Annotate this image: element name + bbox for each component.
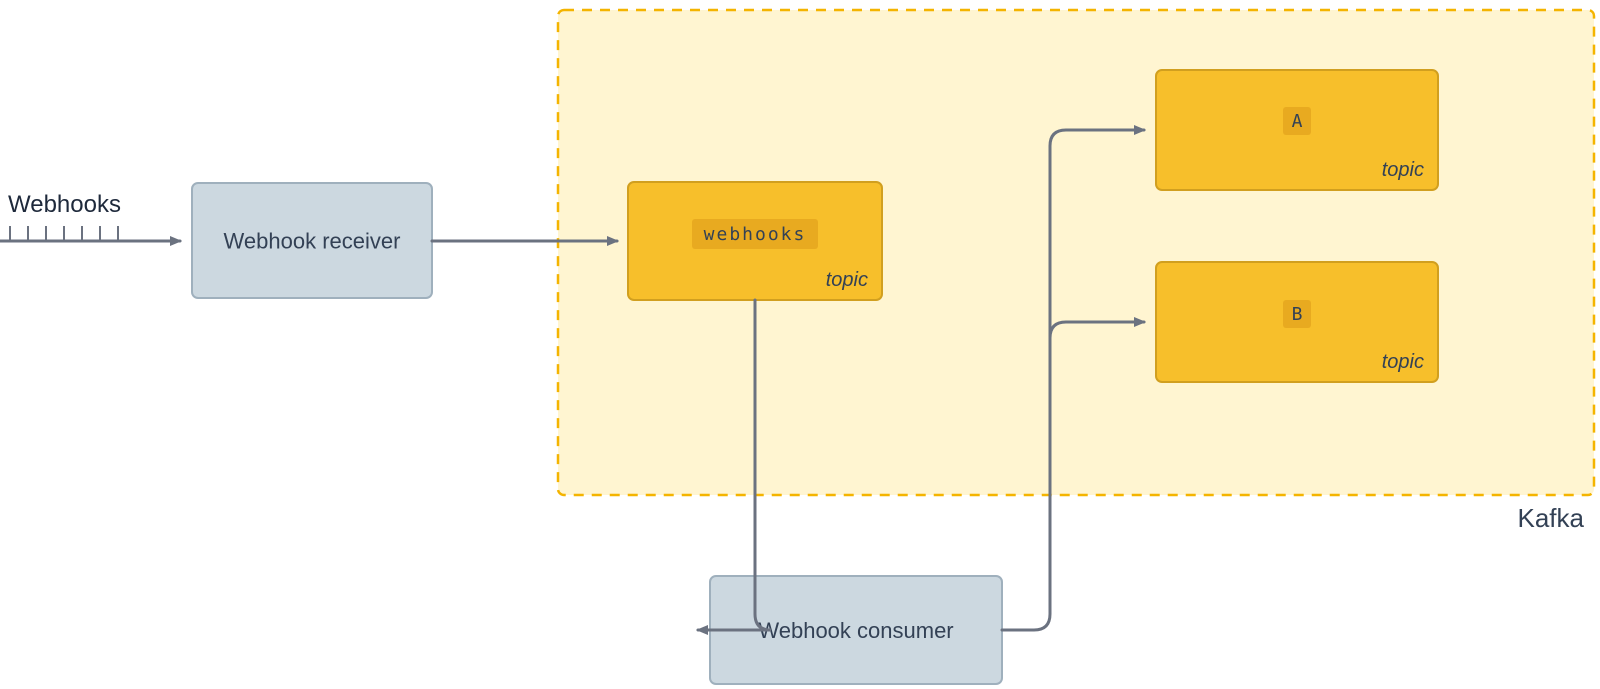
topic-a-badge: A: [1292, 111, 1303, 132]
webhook-consumer-box-label: Webhook consumer: [758, 618, 953, 643]
webhooks-source-label: Webhooks: [8, 191, 121, 218]
webhooks-source: Webhooks: [8, 191, 121, 241]
topic-b: topic B: [1156, 262, 1438, 382]
topic-b-badge: B: [1292, 304, 1303, 325]
topic-webhooks: topic webhooks: [628, 182, 882, 300]
topic-a-sublabel: topic: [1382, 159, 1424, 181]
topic-b-sublabel: topic: [1382, 351, 1424, 373]
topic-webhooks-sublabel: topic: [826, 269, 868, 291]
topic-webhooks-badge: webhooks: [704, 224, 807, 245]
webhook-receiver-box-label: Webhook receiver: [224, 229, 401, 254]
topic-a: topic A: [1156, 70, 1438, 190]
webhook-receiver-box: Webhook receiver: [192, 183, 432, 298]
kafka-label: Kafka: [1518, 503, 1585, 533]
